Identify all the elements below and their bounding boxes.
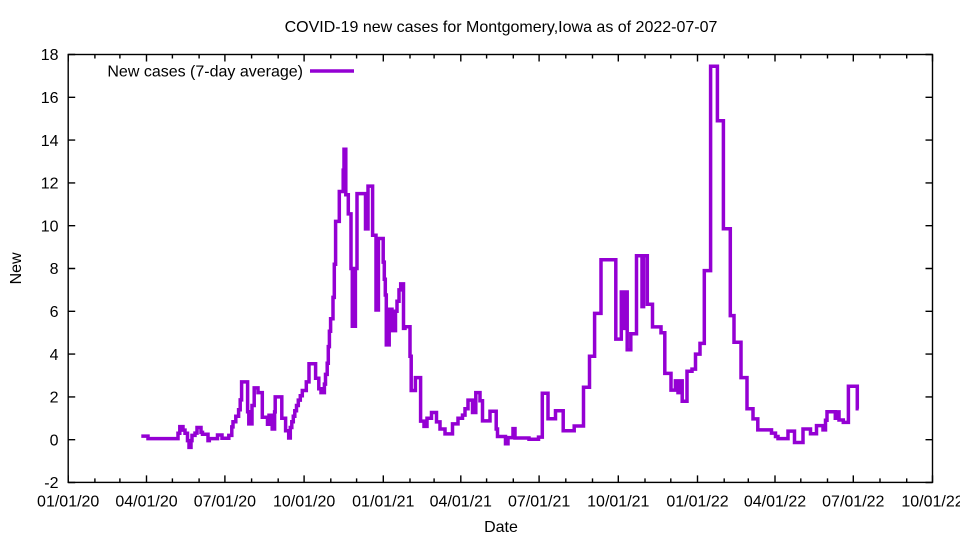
svg-text:01/01/22: 01/01/22 [666,494,728,511]
svg-text:07/01/21: 07/01/21 [508,494,570,511]
svg-text:14: 14 [41,133,59,150]
svg-text:8: 8 [50,261,59,278]
svg-text:12: 12 [41,176,59,193]
svg-text:04/01/22: 04/01/22 [744,494,806,511]
svg-text:04/01/21: 04/01/21 [430,494,492,511]
svg-text:10/01/21: 10/01/21 [587,494,649,511]
svg-text:COVID-19 new cases for Montgom: COVID-19 new cases for Montgomery,Iowa a… [285,19,718,36]
svg-text:6: 6 [50,304,59,321]
svg-text:18: 18 [41,47,59,64]
svg-text:New cases (7-day average): New cases (7-day average) [107,64,303,81]
svg-text:10: 10 [41,218,59,235]
svg-text:-2: -2 [44,475,58,492]
svg-text:0: 0 [50,432,59,449]
svg-text:01/01/20: 01/01/20 [37,494,99,511]
svg-text:2: 2 [50,390,59,407]
svg-text:04/01/20: 04/01/20 [115,494,177,511]
svg-text:10/01/22: 10/01/22 [901,494,960,511]
svg-text:Date: Date [484,519,518,536]
svg-text:01/01/21: 01/01/21 [352,494,414,511]
svg-text:4: 4 [50,347,59,364]
svg-text:10/01/20: 10/01/20 [273,494,335,511]
svg-text:New: New [8,252,25,284]
svg-text:07/01/20: 07/01/20 [194,494,256,511]
svg-text:07/01/22: 07/01/22 [822,494,884,511]
svg-text:16: 16 [41,90,59,107]
